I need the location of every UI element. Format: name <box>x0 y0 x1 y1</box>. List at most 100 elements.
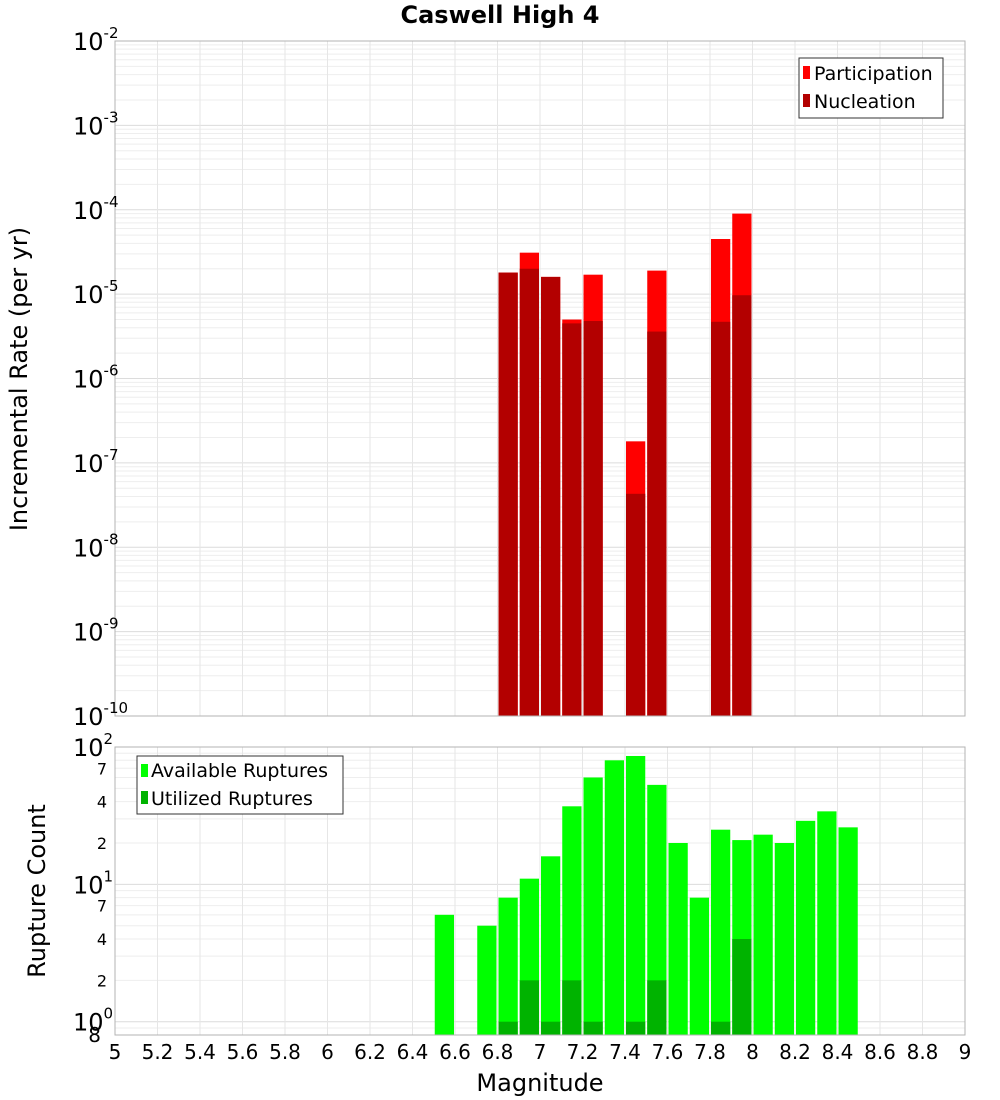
count-y-minor-tick-label: 7 <box>97 897 107 916</box>
count-bar-available-ruptures <box>541 856 561 1035</box>
rate-y-tick-label: 10-3 <box>73 108 119 140</box>
x-tick-labels: 5 5.2 5.4 5.6 5.8 6 6.2 6.4 6.6 6.8 7 7.2 7.4 7.6 7.8 8… <box>109 1040 972 1064</box>
count-bar-available-ruptures <box>477 925 497 1035</box>
rate-bar-nucleation <box>732 295 752 716</box>
rate-y-tick-label: 10-9 <box>73 615 119 647</box>
rate-bar-nucleation <box>711 321 731 716</box>
x-tick-label: 8.2 <box>779 1040 811 1064</box>
count-y-tick-label: 102 <box>73 730 113 762</box>
rate-y-tick-label: 10-7 <box>73 446 119 478</box>
rate-panel: 10-10 10-9 10-8 10-7 10-6 10-5 10-4 10-3 10-2 In… <box>5 24 966 731</box>
legend-label-participation: Participation <box>814 63 933 85</box>
x-tick-label: 6.6 <box>439 1040 471 1064</box>
count-bar-available-ruptures <box>689 897 709 1035</box>
x-tick-label: 5.2 <box>142 1040 174 1064</box>
rate-bar-nucleation <box>647 331 667 716</box>
count-y-minor-tick-label: 2 <box>97 971 107 990</box>
count-plot-border <box>114 746 966 1036</box>
rate-y-tick-label: 10-4 <box>73 193 119 225</box>
count-y-tick-labels: 100 101 102 8 2 4 7 2 4 7 <box>73 730 113 1047</box>
rate-bar-nucleation <box>562 323 582 716</box>
count-bar-available-ruptures <box>647 784 667 1035</box>
count-bar-available-ruptures <box>668 843 688 1035</box>
count-bar-available-ruptures <box>838 827 858 1035</box>
legend-swatch-participation <box>803 66 810 79</box>
count-bar-available-ruptures <box>604 760 624 1035</box>
count-bar-utilized-ruptures <box>647 980 667 1035</box>
x-tick-label: 5.4 <box>184 1040 216 1064</box>
x-axis-label: Magnitude <box>476 1069 603 1097</box>
rate-y-tick-label: 10-8 <box>73 530 119 562</box>
rate-bars <box>498 213 752 717</box>
count-bar-utilized-ruptures <box>732 939 752 1035</box>
rate-bar-nucleation <box>541 276 561 716</box>
x-tick-label: 6.8 <box>482 1040 514 1064</box>
count-y-minor-tick-label: 4 <box>97 793 107 812</box>
rate-y-tick-label: 10-5 <box>73 277 119 309</box>
legend-swatch-utilized-ruptures <box>141 791 148 804</box>
rate-y-tick-label: 10-10 <box>73 699 128 731</box>
count-bar-available-ruptures <box>796 820 816 1035</box>
x-tick-label: 8.4 <box>822 1040 854 1064</box>
count-bar-utilized-ruptures <box>498 1021 518 1035</box>
count-bar-utilized-ruptures <box>626 1021 646 1035</box>
count-legend-box <box>136 755 344 815</box>
x-tick-label: 6 <box>321 1040 334 1064</box>
count-bar-available-ruptures <box>583 777 603 1035</box>
x-tick-label: 6.2 <box>354 1040 386 1064</box>
rate-gridlines <box>114 41 966 717</box>
x-tick-label: 7.2 <box>567 1040 599 1064</box>
count-bar-utilized-ruptures <box>583 1021 603 1035</box>
x-tick-label: 8.8 <box>907 1040 939 1064</box>
chart-title: Caswell High 4 <box>401 1 600 29</box>
legend-swatch-nucleation <box>803 94 810 107</box>
x-tick-label: 7.8 <box>694 1040 726 1064</box>
x-tick-label: 5 <box>109 1040 122 1064</box>
rate-y-tick-label: 10-6 <box>73 362 119 394</box>
count-bar-available-ruptures <box>626 755 646 1035</box>
x-tick-label: 8 <box>746 1040 759 1064</box>
rate-y-tick-labels: 10-10 10-9 10-8 10-7 10-6 10-5 10-4 10-3 10-2 <box>73 24 128 731</box>
count-y-minor-tick-label: 2 <box>97 834 107 853</box>
count-bar-utilized-ruptures <box>519 980 539 1035</box>
count-y-tick-label: 101 <box>73 867 113 899</box>
x-tick-label: 7 <box>534 1040 547 1064</box>
x-tick-label: 7.4 <box>609 1040 641 1064</box>
count-y-minor-tick-label: 7 <box>97 759 107 778</box>
count-bar-available-ruptures <box>562 806 582 1035</box>
legend-swatch-available-ruptures <box>141 764 148 777</box>
legend-label-available-ruptures: Available Ruptures <box>151 760 328 782</box>
rate-bar-nucleation <box>519 268 539 716</box>
x-tick-label: 9 <box>959 1040 972 1064</box>
count-bar-utilized-ruptures <box>711 1021 731 1035</box>
x-tick-label: 5.6 <box>227 1040 259 1064</box>
count-legend: Available Ruptures Utilized Ruptures <box>136 755 344 815</box>
rate-legend: Participation Nucleation <box>798 57 944 119</box>
rate-bar-nucleation <box>583 321 603 716</box>
count-y-axis-label: Rupture Count <box>23 804 51 978</box>
count-y-minor-tick-label: 8 <box>88 1023 101 1047</box>
x-tick-label: 5.8 <box>269 1040 301 1064</box>
rate-y-axis-label: Incremental Rate (per yr) <box>5 227 33 531</box>
x-tick-label: 6.4 <box>397 1040 429 1064</box>
count-bar-available-ruptures <box>711 829 731 1035</box>
legend-label-nucleation: Nucleation <box>814 91 916 113</box>
count-bar-utilized-ruptures <box>562 980 582 1035</box>
count-bar-available-ruptures <box>498 897 518 1035</box>
count-bar-available-ruptures <box>753 834 773 1035</box>
count-y-minor-tick-label: 4 <box>97 930 107 949</box>
rate-bar-nucleation <box>498 272 518 716</box>
count-bars <box>434 755 858 1035</box>
rate-y-tick-label: 10-2 <box>73 24 119 56</box>
count-bar-utilized-ruptures <box>541 1021 561 1035</box>
count-bar-available-ruptures <box>817 811 837 1035</box>
count-panel: 100 101 102 8 2 4 7 2 4 7 Rupture Count Available… <box>23 730 966 1047</box>
x-tick-label: 8.6 <box>864 1040 896 1064</box>
count-bar-available-ruptures <box>434 914 454 1035</box>
count-bar-available-ruptures <box>774 843 794 1035</box>
x-tick-label: 7.6 <box>652 1040 684 1064</box>
rate-plot-border <box>114 40 966 717</box>
legend-label-utilized-ruptures: Utilized Ruptures <box>151 788 313 810</box>
rate-bar-nucleation <box>626 493 646 716</box>
